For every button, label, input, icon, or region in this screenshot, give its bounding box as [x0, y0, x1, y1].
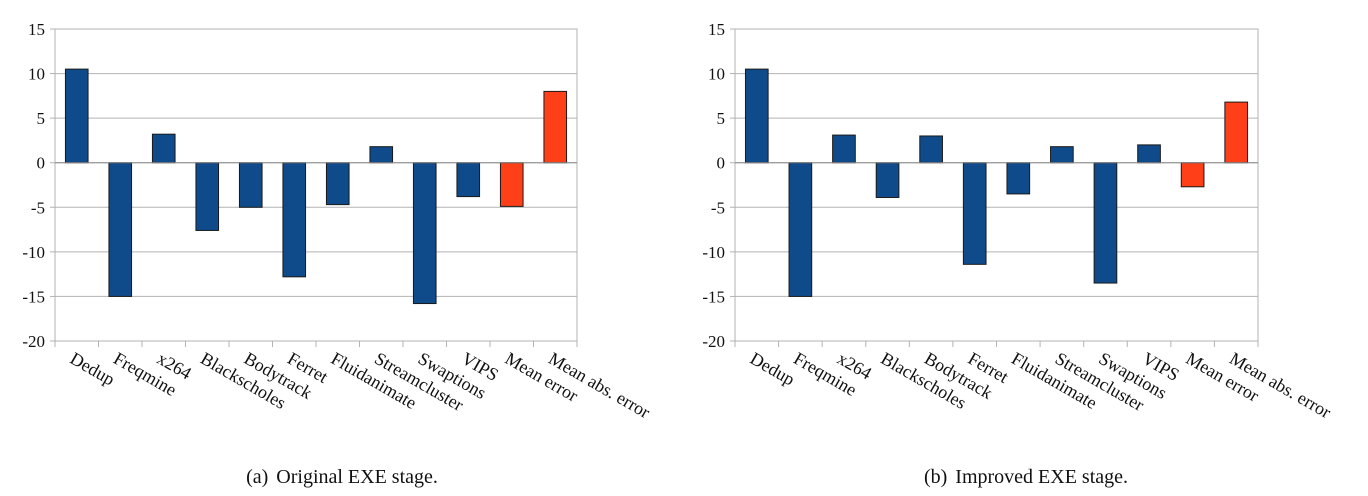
- chart-panel-a: 15 10 5 0 -5 -10 -15 -20 Dedup Freqmine x264 Blacks…: [0, 20, 684, 489]
- bar-mean-error: [499, 162, 524, 207]
- bar-blackscholes: [875, 162, 900, 198]
- y-tick-label: 10: [708, 65, 725, 84]
- bar-blackscholes: [195, 162, 220, 231]
- bar-x264: [151, 133, 176, 164]
- bar-freqmine: [108, 162, 133, 297]
- y-tick-label: -15: [22, 287, 45, 306]
- y-tick-label: 15: [708, 20, 725, 39]
- bar-bodytrack: [238, 162, 263, 208]
- bar-freqmine: [788, 162, 813, 297]
- y-tick-label: -20: [702, 332, 725, 351]
- bar-mean-abs-error: [1224, 101, 1249, 164]
- y-tick-label: 5: [717, 109, 726, 128]
- bar-bodytrack: [919, 135, 943, 164]
- caption-a: (a) Original EXE stage.: [0, 466, 684, 489]
- caption-b: (b) Improved EXE stage.: [684, 466, 1368, 489]
- x-tick-label: Dedup: [67, 348, 119, 389]
- bar-streamcluster: [1050, 146, 1074, 164]
- bar-fluidanimate: [325, 162, 350, 206]
- y-tick-label: 0: [37, 154, 46, 173]
- y-tick-label: 10: [28, 65, 45, 84]
- bar-mean-abs-error: [543, 90, 568, 164]
- caption-text-a: Original EXE stage.: [276, 466, 438, 488]
- bar-mean-error: [1180, 162, 1205, 188]
- x-tick-label: Dedup: [747, 348, 799, 389]
- bar-vips: [456, 162, 481, 198]
- y-tick-label: -5: [31, 198, 45, 217]
- caption-label-a: (a): [246, 466, 269, 488]
- bar-swaptions: [412, 162, 437, 305]
- caption-text-b: Improved EXE stage.: [955, 466, 1129, 488]
- plot-frame: [734, 28, 1259, 342]
- y-tick-label: -10: [22, 243, 45, 262]
- bar-x264: [832, 134, 856, 164]
- y-tick-label: 0: [717, 154, 726, 173]
- bar-ferret: [962, 162, 987, 265]
- bar-streamcluster: [369, 146, 394, 164]
- bar-ferret: [282, 162, 307, 278]
- chart-panel-b: 15 10 5 0 -5 -10 -15 -20 Dedup Freqmine x264 Blacks…: [684, 0, 1368, 496]
- caption-label-b: (b): [923, 466, 948, 488]
- y-tick-label: -20: [22, 332, 45, 351]
- y-tick-label: -15: [702, 287, 725, 306]
- plot-frame: [54, 28, 578, 342]
- bar-swaptions: [1093, 162, 1118, 284]
- y-tick-label: -10: [702, 243, 725, 262]
- y-tick-label: 5: [37, 109, 46, 128]
- y-tick-label: -5: [711, 198, 725, 217]
- y-tick-label: 15: [28, 20, 45, 39]
- bar-dedup: [744, 68, 769, 164]
- bar-dedup: [64, 68, 89, 164]
- bar-fluidanimate: [1006, 162, 1031, 195]
- bar-vips: [1137, 144, 1161, 164]
